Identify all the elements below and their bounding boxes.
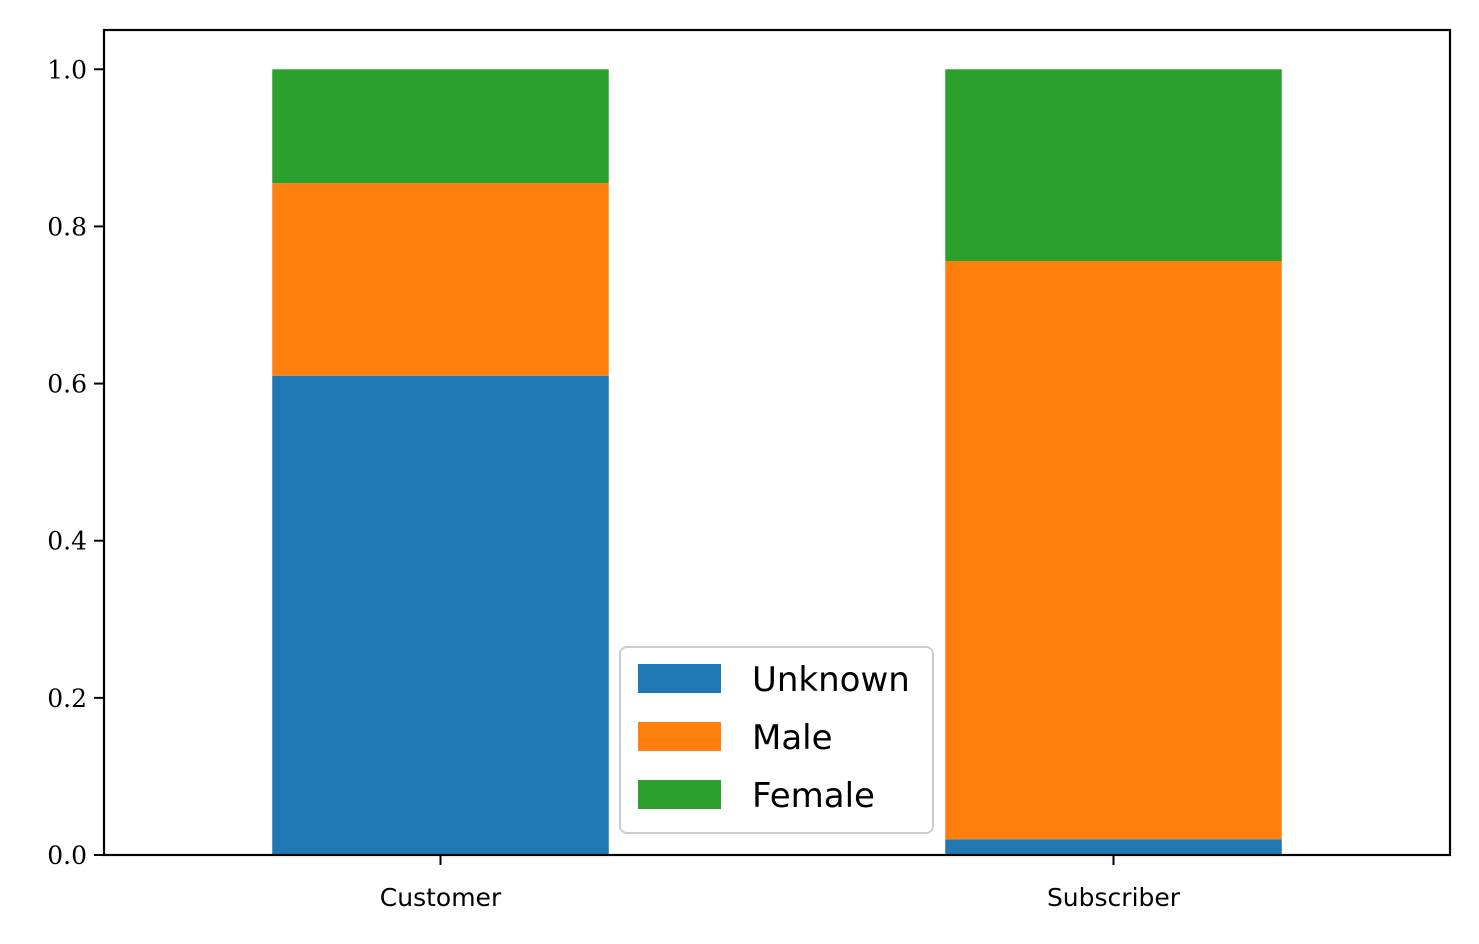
legend-swatch-unknown [638, 664, 721, 693]
ytick-label: 0.4 [47, 527, 87, 556]
ytick-label: 0.2 [47, 684, 87, 713]
legend-swatch-male [638, 722, 721, 751]
legend: Unknown Male Female [619, 646, 934, 834]
xtick-label-subscriber: Subscriber [1047, 883, 1181, 912]
bar-unknown-customer [272, 375, 609, 855]
legend-label-unknown: Unknown [752, 660, 910, 700]
bar-male-subscriber [945, 261, 1282, 840]
bar-female-subscriber [945, 69, 1282, 262]
y-axis: 0.0 0.2 0.4 0.6 0.8 1.0 [47, 55, 104, 870]
legend-label-female: Female [752, 776, 875, 816]
x-axis: Customer Subscriber [380, 855, 1181, 912]
legend-swatch-female [638, 780, 721, 809]
legend-label-male: Male [752, 718, 833, 758]
bar-male-customer [272, 183, 609, 376]
ytick-label: 0.0 [47, 841, 87, 870]
bars-group [272, 69, 1282, 855]
xtick-label-customer: Customer [380, 883, 502, 912]
bar-unknown-subscriber [945, 839, 1282, 855]
bar-female-customer [272, 69, 609, 184]
axes-frame [102, 28, 1452, 857]
ytick-label: 0.8 [47, 212, 87, 241]
ytick-label: 0.6 [47, 370, 87, 399]
ytick-label: 1.0 [47, 55, 87, 84]
